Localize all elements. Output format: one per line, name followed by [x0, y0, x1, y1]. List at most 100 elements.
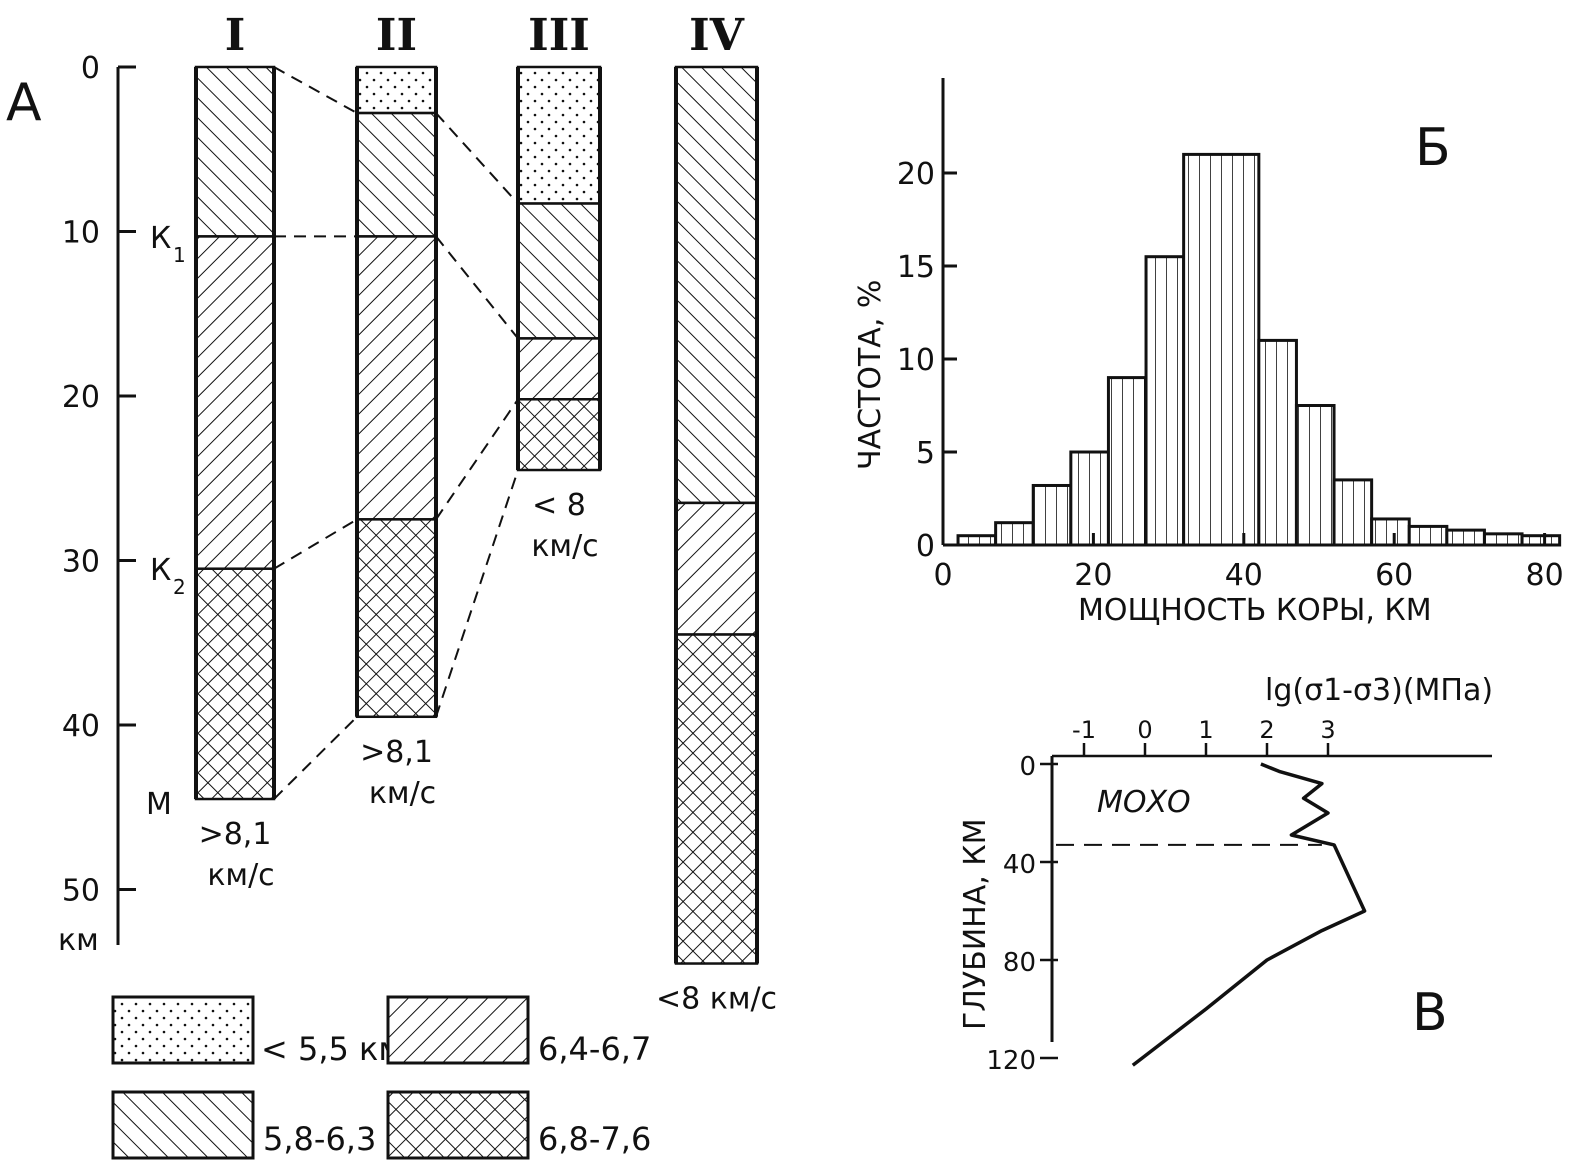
stress-panel-label: В	[1412, 983, 1448, 1043]
stress-x-tick-label: 2	[1259, 716, 1274, 744]
column-velocity-value: < 8	[532, 488, 586, 523]
column-velocity-value: >8,1	[360, 735, 433, 770]
stress-x-tick-label: 1	[1198, 716, 1213, 744]
legend-swatch-p58	[111, 1090, 255, 1160]
histogram-bar	[994, 521, 1035, 547]
layer-p64	[516, 337, 602, 401]
histogram-bar	[1332, 478, 1374, 547]
histogram-y-tick-label: 15	[897, 250, 935, 285]
column-heading: II	[376, 10, 417, 61]
stress-y-tick-label: 80	[1003, 948, 1036, 978]
histogram-bar	[956, 534, 998, 547]
layer-p55	[516, 65, 602, 205]
correlation-line	[435, 469, 519, 718]
layer-p58	[355, 111, 438, 238]
histogram-bar	[1407, 524, 1449, 547]
column-iv: IV <8 км/с	[656, 10, 777, 1017]
legend-label-p64: 6,4-6,7	[538, 1030, 651, 1068]
correlation-line	[435, 235, 519, 340]
histogram-bar	[1069, 450, 1110, 547]
histogram-x-tick-label: 80	[1526, 558, 1564, 593]
depth-tick-label: 40	[62, 709, 100, 744]
histogram-bar	[1520, 534, 1562, 547]
histogram-x-tick-label: 60	[1375, 558, 1413, 593]
legend-swatch-p64	[386, 995, 530, 1065]
legend-label-p68: 6,8-7,6	[538, 1120, 651, 1158]
histogram-panel: Б 0 5 10 15 20 0 20 40 60 80 МОЩНОСТЬ КОРЫ, КМ ЧА…	[853, 78, 1564, 628]
boundary-label-m: М	[146, 787, 172, 822]
histogram-y-tick-label: 20	[897, 157, 935, 192]
correlation-lines	[273, 66, 519, 800]
legend-swatch-p68	[386, 1090, 530, 1160]
stress-x-tick-label: 0	[1137, 716, 1152, 744]
correlation-line	[435, 398, 519, 520]
legend: < 5,5 км/с 6,4-6,7 5,8-6,3 6,8-7,6	[111, 995, 651, 1160]
depth-unit: км	[58, 923, 99, 958]
depth-tick-label: 50	[62, 874, 100, 909]
column-i: I >8,1 км/с	[194, 10, 276, 893]
histogram-bar	[1294, 404, 1336, 547]
layer-p68	[516, 398, 602, 472]
column-heading: III	[528, 10, 590, 61]
histogram-y-tick-label: 5	[916, 436, 935, 471]
stress-x-tick-label: 3	[1320, 716, 1335, 744]
layer-p68	[194, 567, 276, 801]
correlation-line	[435, 112, 519, 205]
layer-p64	[674, 501, 759, 636]
histogram-bar	[1182, 152, 1261, 547]
correlation-line	[273, 716, 358, 800]
stress-y-tick-label: 120	[986, 1046, 1036, 1076]
histogram-x-label: МОЩНОСТЬ КОРЫ, КМ	[1078, 593, 1432, 628]
correlation-line	[273, 518, 358, 570]
depth-tick-label: 0	[81, 51, 100, 86]
layer-p68	[674, 633, 759, 965]
histogram-bar	[1144, 255, 1186, 547]
histogram-x-tick-label: 0	[933, 558, 952, 593]
histogram-bar	[1445, 528, 1486, 547]
depth-ticks: 0 10 20 30 40 50	[62, 51, 136, 909]
column-ii: II >8,1 км/с	[355, 10, 438, 811]
histogram-bar	[1482, 532, 1524, 547]
layer-p68	[355, 518, 438, 719]
column-velocity-unit: км/с	[531, 529, 598, 564]
histogram-bars	[956, 152, 1562, 547]
stress-top-label: lg(σ1-σ3)(МПа)	[1265, 673, 1493, 708]
legend-swatch-p55	[111, 995, 255, 1065]
histogram-y-label: ЧАСТОТА, %	[853, 280, 888, 470]
column-velocity-unit: км/с	[369, 776, 436, 811]
legend-label-p58: 5,8-6,3	[263, 1120, 376, 1158]
layer-p55	[355, 65, 438, 115]
correlation-line	[273, 66, 358, 114]
boundary-label-k1-sub: 1	[173, 243, 186, 267]
boundary-label-k1: К	[150, 221, 171, 256]
stress-ticks: -1 0 1 2 3 0 40 80 120	[986, 716, 1335, 1076]
stress-y-tick-label: 0	[1019, 752, 1036, 782]
layer-p64	[194, 235, 276, 570]
stress-curve	[1131, 762, 1367, 1067]
layer-p58	[194, 65, 276, 238]
column-heading: IV	[689, 10, 745, 61]
stress-y-label: ГЛУБИНА, КМ	[958, 819, 993, 1031]
depth-tick-label: 30	[62, 545, 100, 580]
column-heading: I	[225, 10, 246, 61]
layer-p58	[516, 202, 602, 340]
column-iii: III < 8 км/с	[516, 10, 602, 564]
column-velocity-value: >8,1	[199, 817, 272, 852]
layer-p64	[355, 235, 438, 521]
histogram-bar	[1370, 517, 1411, 547]
histogram-ticks: 0 5 10 15 20 0 20 40 60 80	[897, 157, 1564, 593]
moho-label: МОХО	[1097, 785, 1191, 820]
depth-tick-label: 10	[62, 216, 100, 251]
column-velocity-value: <8 км/с	[656, 982, 777, 1017]
stress-panel: В lg(σ1-σ3)(МПа) -1 0 1 2 3 0 40 80 120 МОХО ГЛУ…	[958, 673, 1493, 1076]
histogram-bar	[1106, 376, 1148, 547]
histogram-x-tick-label: 20	[1074, 558, 1112, 593]
histogram-y-tick-label: 0	[916, 529, 935, 564]
depth-tick-label: 20	[62, 380, 100, 415]
histogram-panel-label: Б	[1415, 118, 1451, 178]
stress-y-tick-label: 40	[1003, 850, 1036, 880]
panel-a: А 0 10 20 30 40 50 км I >8,1 км/с II >8,1 км/с III <…	[6, 10, 777, 1017]
columns: I >8,1 км/с II >8,1 км/с III < 8 км/с IV <8 км/с	[194, 10, 777, 1017]
layer-p58	[674, 65, 759, 505]
